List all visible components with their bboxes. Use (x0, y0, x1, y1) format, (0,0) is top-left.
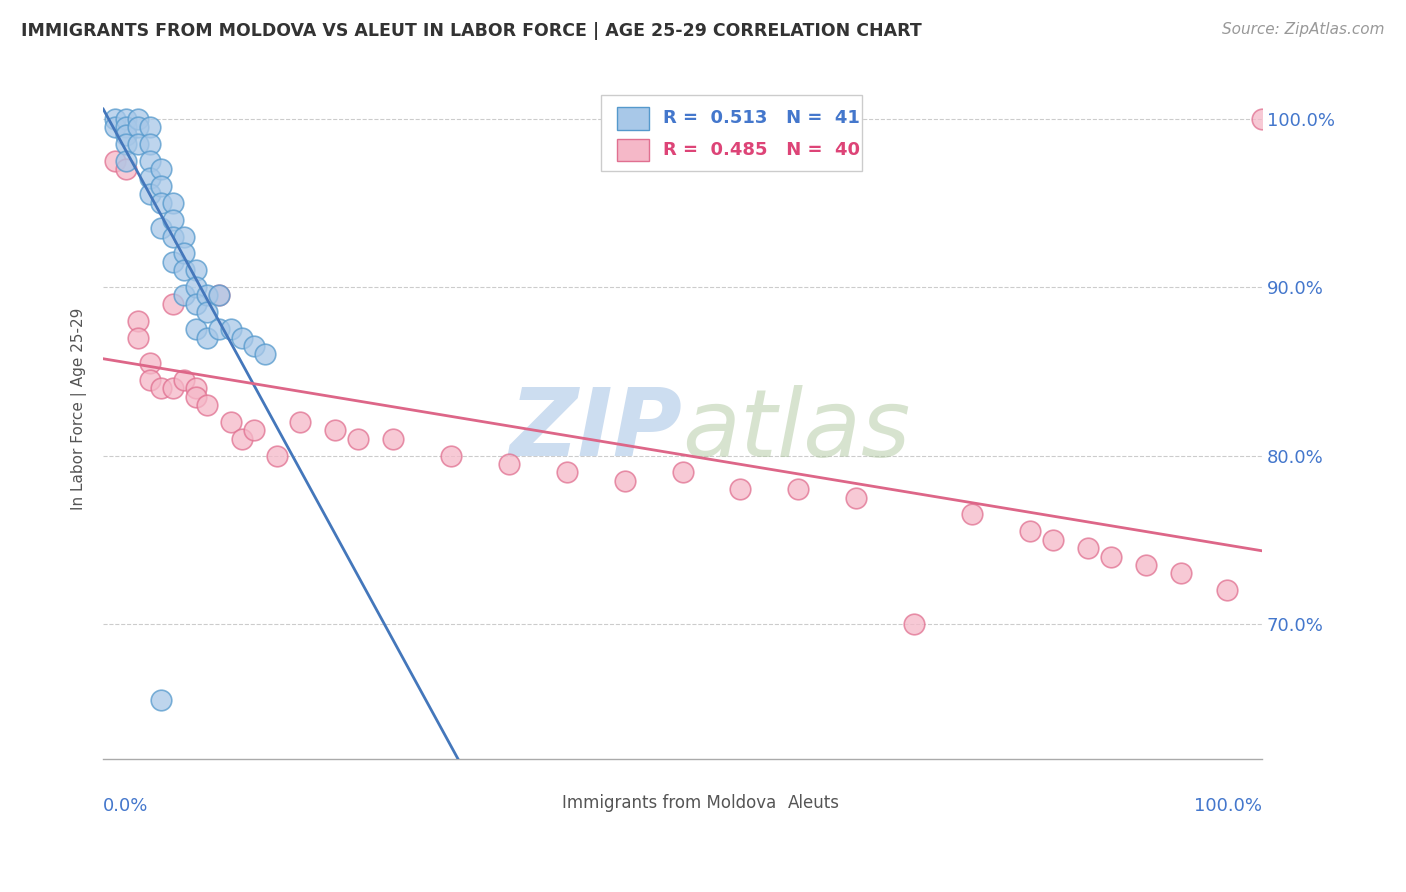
Text: atlas: atlas (682, 384, 911, 475)
Point (184, 390, 207, 404)
Point (787, 482, 810, 496)
Point (127, 112, 149, 126)
Point (1077, 541, 1099, 556)
Point (162, 229, 184, 244)
Point (197, 305, 219, 319)
Point (150, 381, 173, 395)
Bar (616, 138, 650, 161)
Text: ZIP: ZIP (510, 384, 682, 476)
Point (613, 474, 636, 488)
Bar (616, 107, 650, 129)
Point (184, 263, 207, 277)
Point (173, 229, 195, 244)
Point (254, 347, 277, 361)
Text: Aleuts: Aleuts (787, 794, 839, 812)
Point (184, 297, 207, 311)
Point (243, 339, 266, 353)
Text: Source: ZipAtlas.com: Source: ZipAtlas.com (1222, 22, 1385, 37)
Point (208, 288, 231, 302)
Point (219, 322, 242, 336)
Point (197, 398, 219, 412)
Point (323, 423, 346, 437)
Point (162, 297, 184, 311)
Point (440, 449, 463, 463)
Point (173, 373, 195, 387)
Point (127, 330, 149, 344)
Point (150, 221, 173, 235)
Point (347, 432, 370, 446)
Point (1042, 533, 1064, 547)
Point (219, 415, 242, 429)
Point (115, 112, 138, 126)
Point (184, 381, 207, 395)
Point (1099, 549, 1122, 564)
Point (115, 162, 138, 177)
Point (1135, 558, 1157, 572)
Point (162, 254, 184, 268)
Point (150, 178, 173, 193)
Point (138, 187, 160, 202)
Point (197, 330, 219, 344)
Point (960, 508, 983, 522)
Point (173, 263, 195, 277)
Point (208, 288, 231, 302)
Point (138, 136, 160, 151)
Point (162, 212, 184, 227)
Point (162, 195, 184, 210)
Point (127, 136, 149, 151)
Point (104, 120, 127, 134)
Point (127, 314, 149, 328)
Point (266, 449, 288, 463)
Text: 100.0%: 100.0% (1194, 797, 1263, 815)
Point (903, 617, 925, 632)
Point (150, 195, 173, 210)
Text: 0.0%: 0.0% (103, 797, 149, 815)
Text: R =  0.513   N =  41: R = 0.513 N = 41 (662, 109, 859, 127)
Bar (531, 793, 557, 813)
Point (231, 330, 253, 344)
Point (115, 153, 138, 168)
Point (138, 356, 160, 370)
Text: R =  0.485   N =  40: R = 0.485 N = 40 (662, 141, 860, 159)
Point (138, 170, 160, 185)
Text: IMMIGRANTS FROM MOLDOVA VS ALEUT IN LABOR FORCE | AGE 25-29 CORRELATION CHART: IMMIGRANTS FROM MOLDOVA VS ALEUT IN LABO… (21, 22, 922, 40)
Point (104, 112, 127, 126)
Point (1170, 566, 1192, 581)
Point (290, 415, 312, 429)
Point (1251, 112, 1274, 126)
Point (115, 120, 138, 134)
Point (173, 246, 195, 260)
Point (138, 373, 160, 387)
Point (162, 381, 184, 395)
Point (730, 482, 752, 496)
Point (127, 120, 149, 134)
Y-axis label: In Labor Force | Age 25-29: In Labor Force | Age 25-29 (72, 308, 87, 510)
Text: Immigrants from Moldova: Immigrants from Moldova (562, 794, 776, 812)
Point (104, 153, 127, 168)
Point (150, 693, 173, 707)
Point (184, 280, 207, 294)
Point (184, 322, 207, 336)
Bar (758, 793, 783, 813)
Point (231, 432, 253, 446)
Point (150, 162, 173, 177)
Point (498, 457, 520, 471)
Point (208, 322, 231, 336)
Point (1019, 524, 1042, 539)
Point (555, 466, 578, 480)
Point (138, 120, 160, 134)
Point (197, 288, 219, 302)
Point (671, 466, 693, 480)
Point (381, 432, 404, 446)
Point (243, 423, 266, 437)
Point (138, 153, 160, 168)
Point (115, 128, 138, 143)
Point (845, 491, 868, 505)
FancyBboxPatch shape (602, 95, 862, 171)
Point (1216, 583, 1239, 598)
Point (173, 288, 195, 302)
Point (115, 136, 138, 151)
